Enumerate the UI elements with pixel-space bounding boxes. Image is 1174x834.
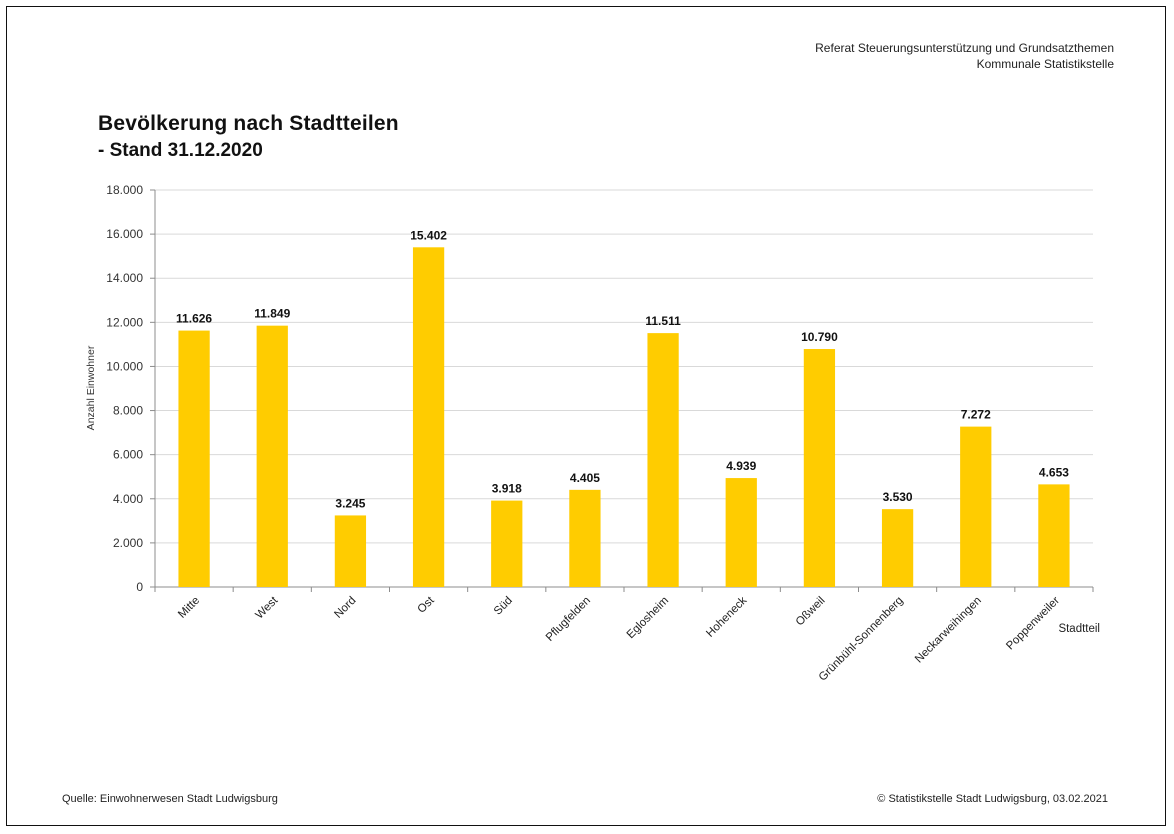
y-tick-label: 2.000 — [113, 536, 143, 550]
data-label: 3.530 — [883, 490, 913, 504]
data-label: 4.653 — [1039, 465, 1069, 479]
data-label: 11.626 — [176, 312, 212, 326]
x-tick-label: Poppenweiler — [1004, 595, 1062, 653]
y-tick-label: 4.000 — [113, 492, 143, 506]
axes: 0 2.000 4.000 6.000 8.000 10.000 12.000 14.000 1… — [106, 183, 1094, 594]
bar — [491, 500, 523, 587]
data-label: 11.849 — [254, 307, 290, 321]
data-label: 4.939 — [726, 459, 756, 473]
bar — [256, 325, 288, 587]
x-tick-label: Grünbühl-Sonnenberg — [817, 595, 906, 684]
y-tick-label: 0 — [136, 580, 143, 594]
bar — [881, 509, 914, 587]
bar — [569, 489, 601, 587]
footer-copyright: © Statistikstelle Stadt Ludwigsburg, 03.… — [877, 793, 1108, 805]
labels: 11.626 Mitte 11.849 West 3.245 Nord 15.402 Ost 3… — [176, 228, 1069, 683]
x-tick-label: Mitte — [176, 595, 202, 621]
bar — [334, 515, 367, 587]
x-tick-label: Pflugfelden — [544, 595, 593, 644]
chart-title: Bevölkerung nach Stadtteilen — [98, 112, 399, 135]
org-header: Referat Steuerungsunterstützung und Grun… — [815, 40, 1114, 72]
bar — [725, 478, 757, 587]
footer-source: Quelle: Einwohnerwesen Stadt Ludwigsburg — [62, 793, 278, 805]
x-axis-title: Stadtteil — [1058, 623, 1100, 635]
y-axis-title: Anzahl Einwohner — [85, 345, 97, 430]
data-label: 4.405 — [570, 471, 600, 485]
bar — [803, 349, 836, 587]
bar — [1038, 484, 1070, 587]
y-tick-label: 14.000 — [106, 271, 143, 285]
x-tick-label: Hoheneck — [704, 594, 749, 639]
data-label: 3.245 — [335, 496, 365, 510]
data-label: 7.272 — [961, 408, 991, 422]
y-tick-label: 8.000 — [113, 404, 143, 418]
data-label: 11.511 — [645, 314, 681, 328]
x-tick-label: Neckarweihingen — [913, 595, 984, 666]
x-tick-label: Nord — [332, 595, 358, 621]
y-tick-label: 12.000 — [106, 315, 143, 329]
data-label: 3.918 — [492, 482, 522, 496]
y-tick-label: 6.000 — [113, 448, 143, 462]
bar — [178, 330, 210, 587]
chart-subtitle: - Stand 31.12.2020 — [98, 140, 263, 161]
gridlines — [155, 189, 1093, 544]
y-tick-label: 16.000 — [106, 227, 143, 241]
x-tick-label: West — [254, 594, 281, 621]
y-tick-label: 10.000 — [106, 359, 143, 373]
x-tick-label: Ost — [416, 594, 438, 616]
bar — [647, 333, 679, 587]
bar — [960, 426, 992, 587]
data-label: 10.790 — [801, 330, 838, 344]
bars — [178, 247, 1070, 587]
y-tick-label: 18.000 — [106, 183, 143, 197]
x-tick-label: Eglosheim — [625, 595, 671, 641]
data-label: 15.402 — [410, 228, 447, 242]
bar — [412, 247, 445, 587]
org-line-1: Referat Steuerungsunterstützung und Grun… — [815, 41, 1114, 55]
org-line-2: Kommunale Statistikstelle — [976, 57, 1114, 71]
x-tick-label: Oßweil — [794, 595, 828, 629]
x-tick-label: Süd — [492, 595, 515, 618]
